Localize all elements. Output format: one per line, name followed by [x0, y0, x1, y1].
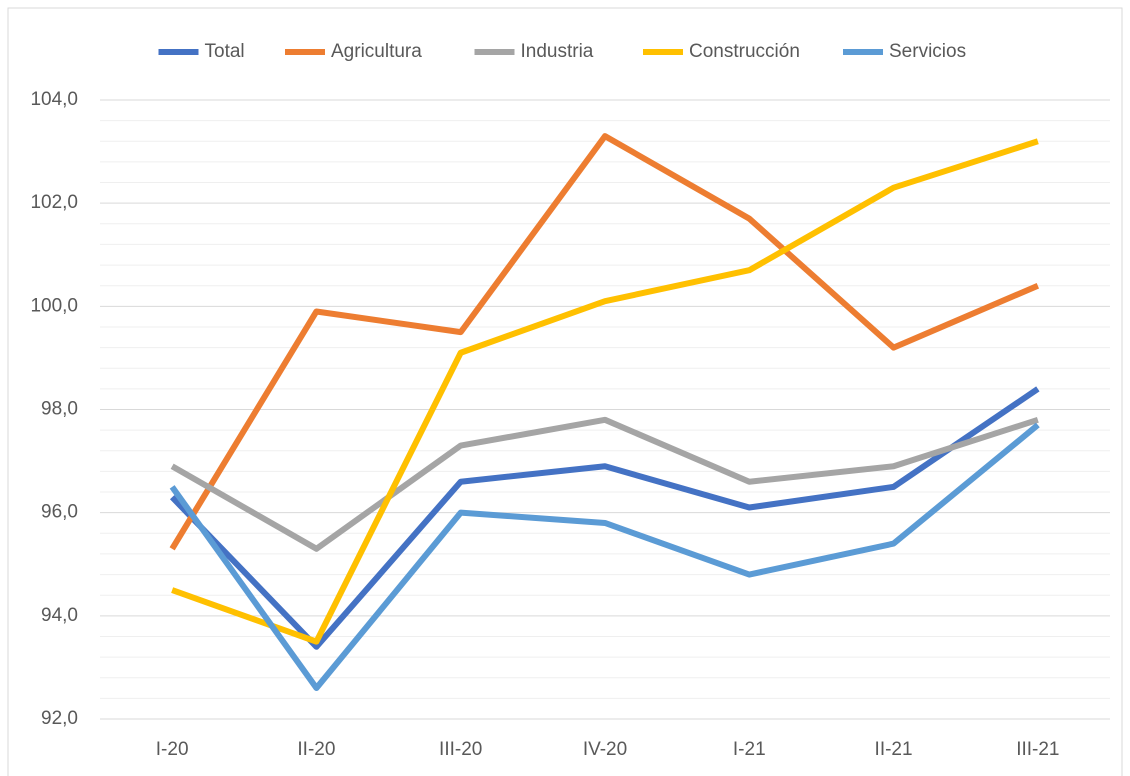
series-line [169, 133, 1040, 551]
legend-label: Servicios [889, 41, 966, 62]
y-tick-label: 94,0 [41, 605, 78, 626]
x-tick-label: III-21 [1016, 739, 1059, 760]
legend-label: Construcción [689, 41, 800, 62]
legend-label: Industria [521, 41, 594, 62]
y-tick-label: 96,0 [41, 502, 78, 523]
y-tick-label: 100,0 [30, 295, 78, 316]
y-tick-label: 92,0 [41, 708, 78, 729]
x-tick-label: II-20 [297, 739, 335, 760]
y-tick-label: 98,0 [41, 399, 78, 420]
x-tick-label: II-21 [875, 739, 913, 760]
series-line [171, 138, 1039, 645]
legend-label: Total [205, 41, 245, 62]
y-tick-label: 104,0 [30, 89, 78, 110]
x-tick-label: III-20 [439, 739, 482, 760]
series-line [169, 422, 1040, 692]
legend-label: Agricultura [331, 41, 422, 62]
series-line [170, 416, 1039, 552]
chart-border [7, 7, 1123, 776]
x-tick-label: IV-20 [583, 739, 627, 760]
y-tick-label: 102,0 [30, 192, 78, 213]
x-tick-label: I-21 [733, 739, 766, 760]
series-line [169, 386, 1040, 650]
x-tick-label: I-20 [156, 739, 189, 760]
